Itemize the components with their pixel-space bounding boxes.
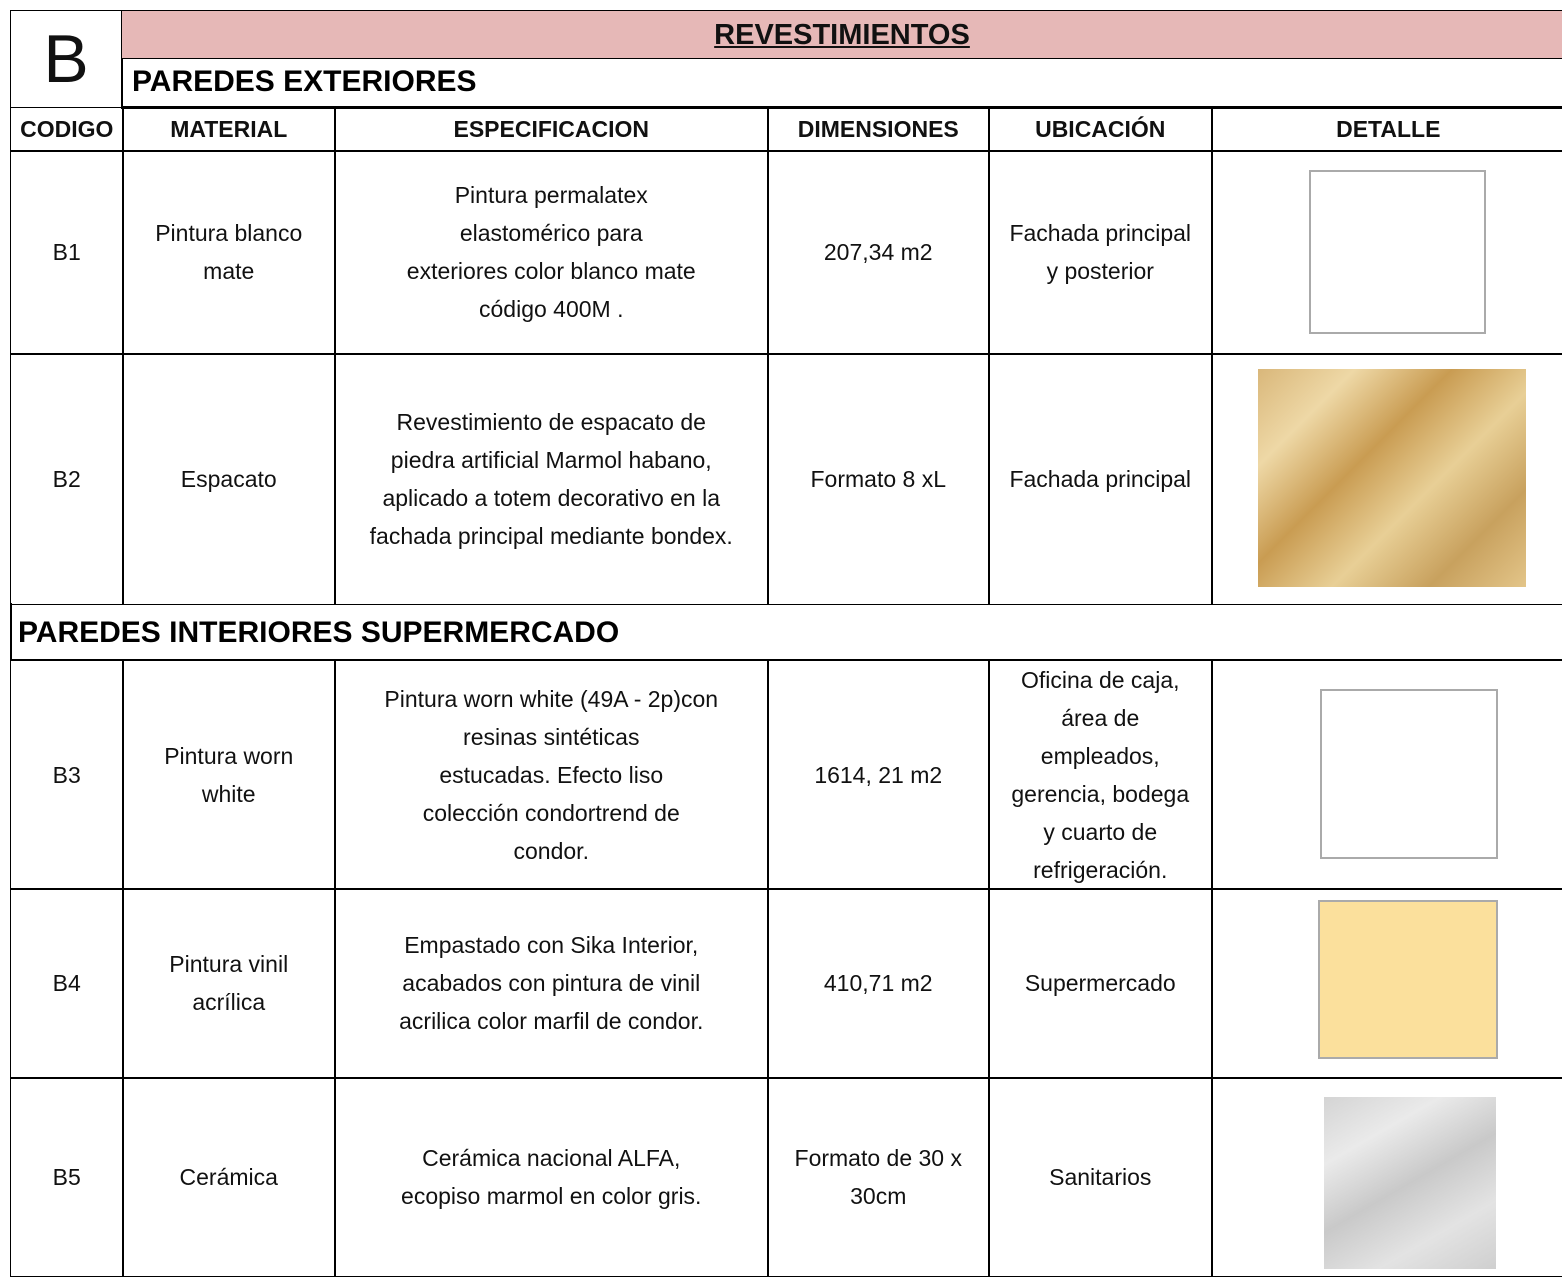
cell-line: elastomérico para [459,220,643,247]
detail-cell [1211,888,1562,1079]
cell-line: estucadas. Efecto liso [439,761,664,788]
cell-line: 30cm [850,1182,907,1209]
cell-line: exteriores color blanco mate [406,258,696,285]
column-header: ESPECIFICACION [334,107,769,152]
table-cell: Pintura permalatex elastomérico para exter… [334,150,769,355]
cell-line: Empastado con Sika Interior, [404,932,699,959]
cell-line: refrigeración. [1033,856,1168,883]
section-letter: B [10,10,123,108]
swatch-marble [1324,1097,1496,1269]
table-cell: 1614, 21 m2 [767,660,990,890]
table-cell: B4 [10,888,124,1079]
cell-line: Pintura blanco [155,220,303,247]
table-cell: Empastado con Sika Interior, acabados con… [334,888,769,1079]
column-header: CODIGO [10,107,124,152]
cell-line: Fachada principal [1009,465,1192,492]
rule [10,659,1562,661]
table-cell: B1 [10,150,124,355]
table-cell: 207,34 m2 [767,150,990,355]
detail-cell [1211,150,1562,355]
table-cell: Cerámica [122,1077,336,1277]
cell-line: Oficina de caja, [1020,666,1180,693]
table-cell: B2 [10,353,124,605]
column-header: DIMENSIONES [767,107,990,152]
cell-line: condor. [513,837,589,864]
table-cell: Revestimiento de espacato de piedra artif… [334,353,769,605]
cell-line: piedra artificial Marmol habano, [390,446,712,473]
table-cell: Pintura worn white [122,660,336,890]
section-title-text: PAREDES EXTERIORES [132,64,477,98]
table-cell: Cerámica nacional ALFA, ecopiso marmol en… [334,1077,769,1277]
cell-line: aplicado a totem decorativo en la [382,484,721,511]
rule [10,603,12,660]
cell-line: colección condortrend de [422,799,680,826]
cell-line: Espacato [180,465,277,492]
table-cell: Pintura vinil acrílica [122,888,336,1079]
table-cell: Pintura worn white (49A - 2p)con resinas … [334,660,769,890]
cell-line: Formato 8 xL [810,465,947,492]
cell-line: Pintura vinil [169,951,289,978]
cell-line: Formato de 30 x [794,1144,962,1171]
cell-line: Revestimiento de espacato de [396,408,706,435]
cell-line: white [201,780,256,807]
cell-line: Sanitarios [1049,1163,1152,1190]
table-cell: Espacato [122,353,336,605]
cell-line: fachada principal mediante bondex. [369,522,733,549]
cell-line: área de [1061,704,1140,731]
cell-line: código 400M . [479,296,624,323]
cell-line: 207,34 m2 [823,239,933,266]
table-cell: Pintura blanco mate [122,150,336,355]
table-cell: Oficina de caja, área de empleados, gerenci… [988,660,1213,890]
table-cell: Fachada principal [988,353,1213,605]
cell-line: ecopiso marmol en color gris. [401,1182,702,1209]
swatch-white [1309,170,1486,334]
swatch-stone [1258,369,1526,587]
table-cell: Formato 8 xL [767,353,990,605]
table-cell: B5 [10,1077,124,1277]
cell-line: Pintura worn [164,742,294,769]
detail-cell [1211,660,1562,890]
cell-line: Fachada principal [1009,220,1192,247]
section-title: PAREDES INTERIORES SUPERMERCADO [18,616,620,649]
cell-line: acrilica color marfil de condor. [399,1008,704,1035]
column-header: MATERIAL [122,107,336,152]
cell-line: acrílica [192,989,266,1016]
column-header: UBICACIÓN [988,107,1213,152]
cell-line: 410,71 m2 [823,970,933,997]
section-title: PAREDES EXTERIORES [121,57,1562,109]
cell-line: gerencia, bodega [1011,780,1190,807]
cell-line: 1614, 21 m2 [814,761,943,788]
swatch-white [1320,689,1498,859]
detail-cell [1211,1077,1562,1277]
cell-line: resinas sintéticas [463,723,640,750]
cell-line: y posterior [1046,258,1154,285]
column-header: DETALLE [1211,107,1562,152]
table-cell: B3 [10,660,124,890]
main-title: REVESTIMIENTOS [121,10,1562,59]
detail-cell [1211,353,1562,605]
cell-line: Cerámica [179,1163,278,1190]
cell-line: Pintura worn white (49A - 2p)con [384,685,719,712]
cell-line: y cuarto de [1043,818,1158,845]
cell-line: acabados con pintura de vinil [402,970,701,997]
cell-line: Pintura permalatex [454,182,648,209]
cell-line: mate [203,258,255,285]
table-cell: 410,71 m2 [767,888,990,1079]
cell-line: Supermercado [1024,970,1176,997]
table-cell: Sanitarios [988,1077,1213,1277]
cell-line: Cerámica nacional ALFA, [422,1144,681,1171]
cell-line: empleados, [1040,742,1160,769]
table-cell: Fachada principal y posterior [988,150,1213,355]
table-cell: Supermercado [988,888,1213,1079]
swatch-ivory [1318,900,1498,1059]
table-cell: Formato de 30 x 30cm [767,1077,990,1277]
